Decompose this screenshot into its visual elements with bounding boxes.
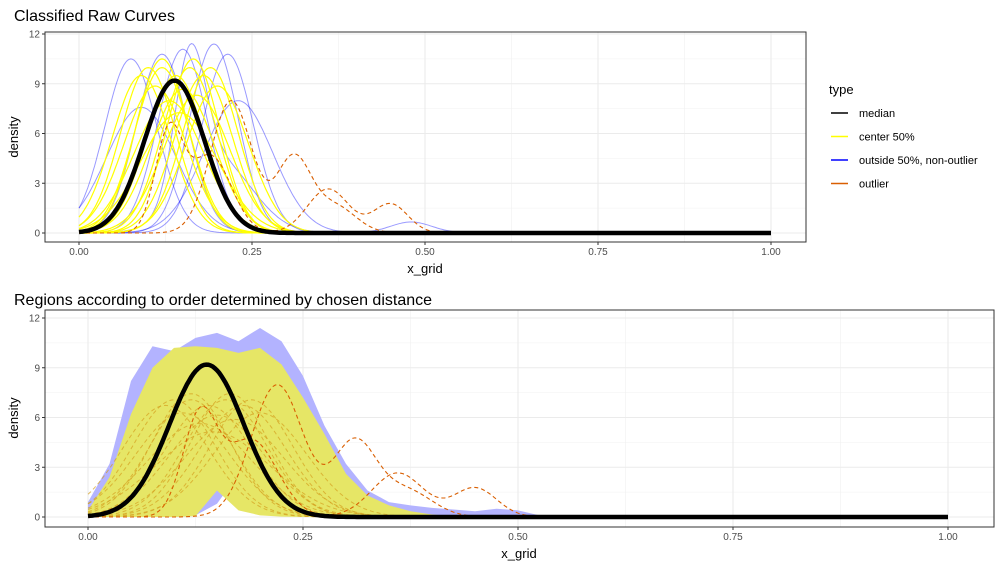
y-tick-label: 3 xyxy=(34,179,40,190)
panel1-ylabel: density xyxy=(6,116,21,158)
x-tick-label: 0.50 xyxy=(415,247,435,258)
median-curve xyxy=(78,78,771,236)
median-curve xyxy=(87,362,948,520)
y-tick-label: 0 xyxy=(34,229,40,240)
center-50-dashed-curve xyxy=(87,399,948,518)
y-tick-label: 6 xyxy=(34,129,40,140)
panel1-xlabel: x_grid xyxy=(407,261,442,276)
panel2-xlabel: x_grid xyxy=(501,546,536,561)
legend: type median center 50% outside 50%, non-ou… xyxy=(829,82,978,191)
panel1-title: Classified Raw Curves xyxy=(14,8,175,25)
x-tick-label: 0.25 xyxy=(242,247,262,258)
legend-label: outside 50%, non-outlier xyxy=(859,155,978,167)
legend-label: outlier xyxy=(859,179,889,191)
x-tick-label: 0.25 xyxy=(293,532,313,543)
legend-items: median center 50% outside 50%, non-outlier… xyxy=(831,108,978,191)
x-tick-label: 1.00 xyxy=(938,532,958,543)
x-tick-label: 0.00 xyxy=(78,532,98,543)
y-tick-label: 12 xyxy=(29,314,41,325)
panel2: 0.00 0.25 0.50 0.75 1.00 0 3 6 9 12 xyxy=(29,309,995,543)
panel-border xyxy=(44,309,995,528)
y-tick-label: 9 xyxy=(34,363,40,374)
center-50-dashed-curve xyxy=(88,399,948,518)
x-tick-label: 0.00 xyxy=(69,247,89,258)
x-tick-label: 1.00 xyxy=(761,247,781,258)
panel1: 0.00 0.25 0.50 0.75 1.00 0 3 6 9 12 xyxy=(29,30,807,258)
panel-border xyxy=(44,31,807,243)
panel2-title: Regions according to order determined by… xyxy=(14,292,432,309)
y-tick-label: 9 xyxy=(34,79,40,90)
y-tick-label: 12 xyxy=(29,30,41,41)
y-tick-label: 0 xyxy=(34,513,40,524)
legend-label: median xyxy=(859,108,895,120)
x-tick-label: 0.50 xyxy=(508,532,528,543)
x-tick-label: 0.75 xyxy=(723,532,743,543)
y-tick-label: 6 xyxy=(34,413,40,424)
outlier-curve xyxy=(88,384,948,518)
x-tick-label: 0.75 xyxy=(588,247,608,258)
panel2-ylabel: density xyxy=(6,397,21,439)
legend-label: center 50% xyxy=(859,132,915,144)
center-50-dashed-curve xyxy=(87,399,948,518)
y-tick-label: 3 xyxy=(34,463,40,474)
legend-title: type xyxy=(829,82,854,97)
